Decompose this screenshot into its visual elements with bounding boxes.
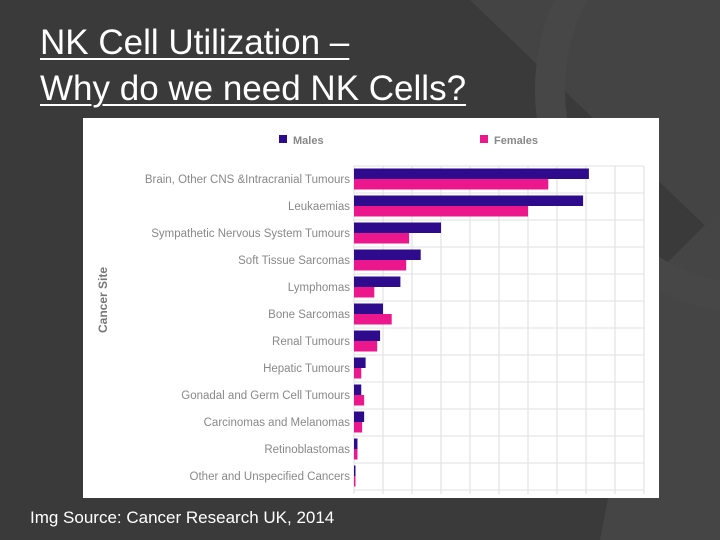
bar-females bbox=[354, 368, 362, 379]
legend-label-males: Males bbox=[293, 135, 324, 147]
bars bbox=[354, 168, 589, 487]
bar-females bbox=[354, 287, 375, 298]
slide-title: NK Cell Utilization – Why do we need NK … bbox=[40, 20, 700, 112]
slide-title-line2: Why do we need NK Cells? bbox=[40, 69, 467, 108]
category-label: Brain, Other CNS &Intracranial Tumours bbox=[145, 174, 350, 186]
bar-females bbox=[354, 206, 528, 217]
slide-title-line1: NK Cell Utilization – bbox=[40, 23, 350, 62]
bar-males bbox=[354, 438, 358, 449]
bar-females bbox=[354, 179, 549, 190]
bar-females bbox=[354, 422, 363, 433]
legend-swatch-females bbox=[480, 135, 488, 143]
grid-layer bbox=[353, 165, 645, 494]
category-label: Hepatic Tumours bbox=[263, 363, 350, 375]
category-label: Carcinomas and Melanomas bbox=[204, 417, 351, 429]
category-label: Other and Unspecified Cancers bbox=[190, 471, 351, 483]
bar-females bbox=[354, 341, 378, 352]
chart-panel: Males Females Brain, Other CNS &Intracran… bbox=[83, 118, 659, 498]
bar-males bbox=[354, 411, 365, 422]
category-label: Soft Tissue Sarcomas bbox=[238, 255, 350, 267]
bar-females bbox=[354, 260, 407, 271]
source-caption: Img Source: Cancer Research UK, 2014 bbox=[30, 508, 335, 527]
category-label: Retinoblastomas bbox=[264, 444, 350, 456]
bar-males bbox=[354, 222, 441, 233]
bar-females bbox=[354, 314, 392, 325]
bar-males bbox=[354, 384, 362, 395]
legend-swatch-males bbox=[279, 135, 287, 143]
bar-males bbox=[354, 465, 356, 476]
background-circle bbox=[535, 0, 720, 312]
bar-males bbox=[354, 276, 401, 287]
bar-males bbox=[354, 249, 421, 260]
category-label: Sympathetic Nervous System Tumours bbox=[151, 228, 350, 240]
bar-females bbox=[354, 395, 365, 406]
category-label: Gonadal and Germ Cell Tumours bbox=[181, 390, 350, 402]
bar-males bbox=[354, 357, 366, 368]
legend-label-females: Females bbox=[494, 135, 538, 147]
category-label: Bone Sarcomas bbox=[268, 309, 350, 321]
bar-males bbox=[354, 303, 383, 314]
category-labels: Brain, Other CNS &Intracranial Tumours Le… bbox=[145, 174, 350, 483]
legend: Males Females bbox=[279, 135, 538, 147]
y-axis-label: Cancer Site bbox=[96, 267, 110, 333]
bar-males bbox=[354, 168, 589, 179]
bar-females bbox=[354, 449, 358, 460]
category-label: Lymphomas bbox=[288, 282, 350, 294]
bar-males bbox=[354, 330, 381, 341]
category-label: Leukaemias bbox=[288, 201, 350, 213]
bar-females bbox=[354, 476, 356, 487]
category-label: Renal Tumours bbox=[272, 336, 350, 348]
bar-chart: Males Females Brain, Other CNS &Intracran… bbox=[96, 135, 645, 494]
bar-females bbox=[354, 233, 410, 244]
bar-males bbox=[354, 195, 584, 206]
